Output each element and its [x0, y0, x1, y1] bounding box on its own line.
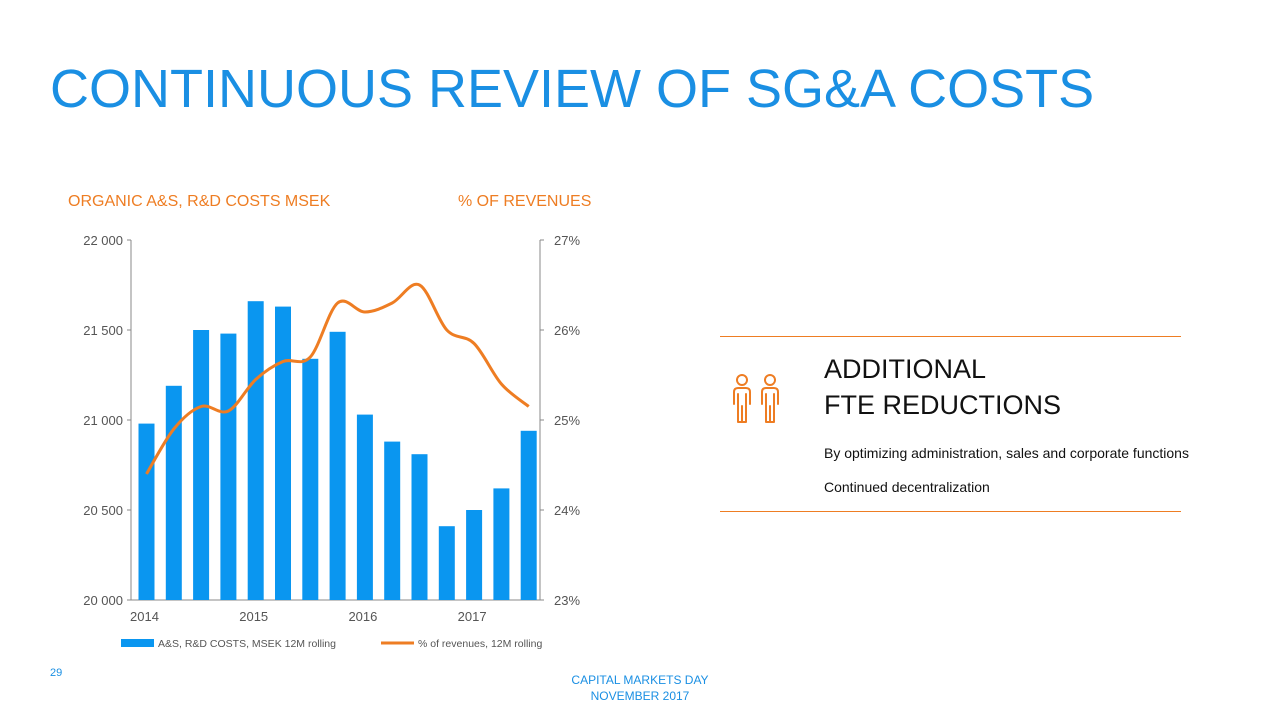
bar — [356, 414, 373, 600]
right-axis-heading: % OF REVENUES — [458, 193, 592, 210]
page-title: CONTINUOUS REVIEW OF SG&A COSTS — [50, 59, 1095, 119]
left-tick-label: 21 000 — [83, 413, 123, 428]
bar — [165, 385, 182, 600]
bar — [247, 301, 264, 600]
divider-bottom — [720, 511, 1181, 512]
people-icon — [728, 372, 784, 431]
bar — [384, 441, 401, 600]
legend-bar-swatch — [121, 639, 154, 647]
percent-revenue-line — [145, 282, 530, 475]
right-tick-label: 25% — [554, 413, 580, 428]
bar — [275, 306, 291, 600]
divider-top — [720, 336, 1181, 337]
bar — [138, 423, 155, 600]
right-tick-label: 24% — [554, 503, 580, 518]
bar — [220, 333, 237, 600]
callout-bullet-1: By optimizing administration, sales and … — [824, 445, 1189, 461]
callout-heading-line1: ADDITIONAL — [824, 354, 987, 384]
bar — [466, 510, 483, 600]
bar — [329, 331, 346, 600]
combo-chart: 20 000 20 500 21 000 21 500 22 000 23% 24% 25% 2… — [83, 233, 580, 650]
x-tick-label: 2016 — [348, 609, 377, 624]
legend-line-label: % of revenues, 12M rolling — [418, 638, 542, 650]
footer-line1: CAPITAL MARKETS DAY — [571, 673, 709, 687]
bar — [302, 358, 319, 600]
right-tick-label: 27% — [554, 233, 580, 248]
right-tick-label: 26% — [554, 323, 580, 338]
bar — [193, 330, 210, 600]
left-tick-label: 21 500 — [83, 323, 123, 338]
callout-bullet-2: Continued decentralization — [824, 479, 990, 495]
left-tick-label: 22 000 — [83, 233, 123, 248]
x-tick-label: 2017 — [458, 609, 487, 624]
legend-bar-label: A&S, R&D COSTS, MSEK 12M rolling — [158, 638, 336, 650]
x-tick-label: 2014 — [130, 609, 159, 624]
right-tick-label: 23% — [554, 593, 580, 608]
bar — [520, 430, 537, 600]
slide-number: 29 — [50, 667, 63, 679]
callout-heading-line2: FTE REDUCTIONS — [824, 390, 1062, 420]
left-tick-label: 20 000 — [83, 593, 123, 608]
x-tick-label: 2015 — [239, 609, 268, 624]
bar — [438, 526, 455, 600]
bar — [493, 488, 510, 600]
bar — [411, 454, 428, 600]
left-axis-heading: ORGANIC A&S, R&D COSTS MSEK — [68, 193, 331, 210]
left-tick-label: 20 500 — [83, 503, 123, 518]
footer-line2: NOVEMBER 2017 — [590, 689, 690, 703]
